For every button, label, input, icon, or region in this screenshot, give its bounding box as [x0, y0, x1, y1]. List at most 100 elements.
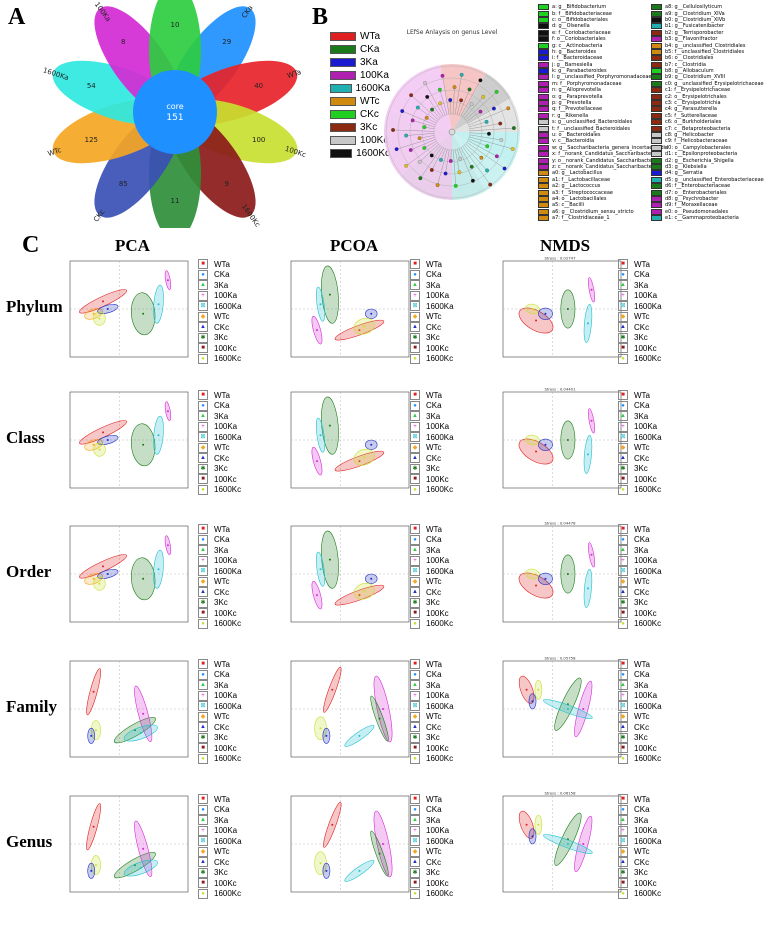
lefse-taxon-swatch	[538, 29, 549, 36]
lefse-taxon: d5: g__unclassified_Enterobacteriaceae	[651, 176, 771, 183]
lefse-taxon: b6: o__Clostridiales	[651, 55, 771, 62]
clado-node	[422, 146, 427, 150]
ordination-plot-nmds-family: Stress : 0.05758	[502, 656, 622, 758]
lefse-taxon-label: a: g__Bifidobacterium	[552, 4, 607, 11]
sample-point	[566, 439, 569, 441]
group-legend-item: ■ WTa	[618, 259, 662, 270]
group-legend-item: ● CKa	[198, 804, 242, 816]
group-legend-item: ✱ 3Kc	[410, 732, 454, 744]
group-legend-item: ● CKa	[410, 804, 454, 816]
sample-point	[537, 823, 540, 826]
group-legend-label: WTa	[214, 524, 230, 534]
group-legend-label: WTa	[426, 659, 442, 669]
group-legend-item: ■ 100Kc	[410, 608, 454, 619]
clado-node	[510, 147, 515, 151]
group-legend-symbol: ▲	[198, 280, 208, 291]
group-legend-symbol: ●	[198, 753, 208, 764]
lefse-taxon-label: d: g__Olsenella	[552, 23, 590, 30]
lefse-taxon: a8: g__Cellulosilyticum	[651, 4, 771, 11]
group-legend-label: 100Kc	[214, 474, 237, 484]
group-legend-item: ■ 100Kc	[410, 743, 454, 754]
group-legend-label: 1600Ka	[634, 836, 662, 846]
group-legend-label: WTa	[426, 259, 442, 269]
clado-node	[485, 168, 489, 173]
sample-point	[315, 329, 318, 332]
group-legend-symbol: ■	[618, 743, 628, 754]
group-legend-label: 100Kc	[634, 608, 657, 618]
lefse-taxon: m: f__Porphyromonadaceae	[538, 80, 648, 87]
group-legend-item: ● CKa	[198, 269, 242, 281]
group-legend-symbol: ◆	[198, 846, 208, 857]
group-legend-symbol: ▲	[198, 545, 208, 556]
group-legend-label: 3Kc	[634, 733, 648, 743]
group-legend-label: WTa	[214, 390, 230, 400]
group-legend-label: 3Kc	[214, 464, 228, 474]
sample-point	[358, 460, 361, 463]
group-legend-label: CKa	[214, 401, 230, 411]
lefse-taxon-label: d2: g__Escherichia_Shigella	[665, 157, 734, 164]
group-legend-symbol: ✱	[198, 732, 208, 743]
group-legend-item: ▲ 3Ka	[198, 680, 242, 691]
group-legend-label: 3Ka	[426, 815, 441, 825]
lefse-taxon-label: u: o__Bacteroidales	[552, 132, 601, 138]
legend-swatch	[330, 97, 356, 106]
lefse-taxon: o: g__Paraprevotella	[538, 93, 648, 100]
group-legend-label: CKa	[426, 401, 442, 411]
group-legend-label: WTa	[214, 794, 230, 804]
group-legend-label: 100Ka	[426, 556, 450, 566]
group-legend: ■ WTa ● CKa ▲ 3Ka +100Ka ⊠ 1600Ka ◆ WTc ▲ CKc ✱ 3Kc ■ 10…	[198, 659, 242, 764]
group-legend-symbol: ▲	[618, 680, 628, 691]
legend-item-100kc: 100Kc	[330, 134, 390, 147]
sample-point	[363, 325, 366, 328]
group-legend-item: ◆ WTc	[618, 711, 662, 723]
group-legend-label: CKc	[214, 857, 230, 867]
lefse-taxon: z: c__norank_Candidatus_Saccharibacteria	[538, 163, 658, 170]
lefse-taxon-label: d7: o__Enterobacteriales	[665, 189, 727, 196]
sample-point	[166, 279, 169, 282]
group-legend-item: ● 1600Kc	[618, 618, 662, 630]
group-legend-item: ■ 100Kc	[198, 608, 242, 619]
lefse-taxon: r: g__Rikenella	[538, 112, 648, 119]
group-legend-item: ▲ CKc	[198, 857, 242, 868]
legend-label: 3Ka	[360, 57, 378, 68]
legend-swatch	[330, 58, 356, 67]
group-legend-label: WTc	[426, 312, 442, 322]
group-legend-label: WTa	[634, 524, 650, 534]
group-legend-label: 100Ka	[634, 291, 658, 301]
group-legend-item: ● 1600Kc	[618, 353, 662, 365]
group-legend-label: 100Ka	[214, 691, 238, 701]
group-legend-label: 1600Ka	[634, 566, 662, 576]
group-legend-label: 1600Kc	[634, 354, 662, 364]
lefse-taxon-swatch	[651, 42, 662, 49]
legend-label: WTa	[360, 31, 380, 42]
group-legend-item: ● CKa	[410, 534, 454, 546]
lefse-taxon-label: b4: g__unclassified_Clostridiales	[665, 42, 746, 49]
lefse-taxon-swatch	[651, 23, 662, 30]
group-legend-symbol: +	[198, 421, 208, 432]
ordination-plot-nmds-class: Stress : 0.04401	[502, 387, 622, 489]
group-legend-item: ◆ WTc	[618, 576, 662, 588]
group-legend-symbol: ⊠	[198, 301, 208, 312]
group-legend-item: ▲ 3Ka	[618, 680, 662, 691]
lefse-taxon-label: b0: g__Clostridium_XIVb	[665, 16, 726, 23]
group-legend-symbol: ⊠	[618, 701, 628, 712]
lefse-taxon-label: a5: c__Bacilli	[552, 202, 585, 209]
sample-point	[525, 823, 528, 826]
clado-node	[394, 147, 399, 152]
group-legend-symbol: ◆	[198, 576, 208, 587]
group-legend-symbol: ■	[198, 743, 208, 754]
clado-node	[511, 126, 516, 131]
group-legend-item: ✱ 3Kc	[618, 867, 662, 879]
group-legend-symbol: ●	[198, 484, 208, 495]
group-legend-item: ● 1600Kc	[618, 484, 662, 496]
group-legend-symbol: ✱	[410, 463, 420, 474]
lefse-taxon-swatch	[651, 170, 662, 177]
group-legend-label: 3Ka	[634, 280, 649, 290]
lefse-taxon: a6: g__Clostridium_sensu_stricto	[538, 208, 648, 215]
group-legend-symbol: ◆	[618, 576, 628, 587]
group-legend-label: 3Kc	[426, 464, 440, 474]
group-legend-item: ⊠ 1600Ka	[618, 701, 662, 712]
sample-point	[535, 584, 538, 587]
clado-node	[453, 183, 458, 188]
legend-item-wta: WTa	[330, 30, 390, 43]
